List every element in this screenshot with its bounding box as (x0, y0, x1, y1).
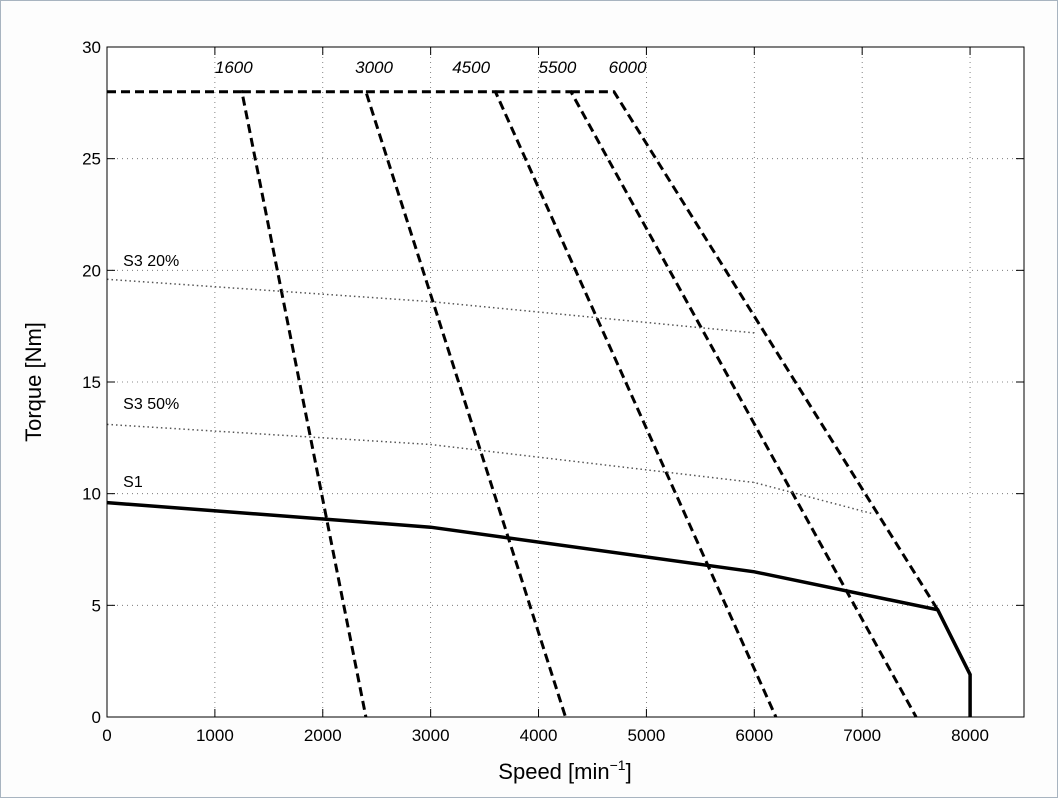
x-tick-label: 6000 (735, 726, 773, 745)
x-tick-label: 8000 (951, 726, 989, 745)
y-tick-label: 0 (92, 708, 101, 727)
y-tick-label: 25 (82, 150, 101, 169)
x-axis-title-exponent: −1 (610, 757, 626, 773)
y-tick-label: 30 (82, 38, 101, 57)
labels: 1600 3000 4500 5500 6000 S1 S3 50% S3 20% (123, 58, 647, 491)
y-tick-label: 5 (92, 596, 101, 615)
x-tick-label: 5000 (627, 726, 665, 745)
x-tick-label: 7000 (843, 726, 881, 745)
x-tick-label: 2000 (304, 726, 342, 745)
curve-label-s3-50: S3 50% (123, 396, 179, 413)
x-tick-label: 4000 (520, 726, 558, 745)
x-tick-label: 3000 (412, 726, 450, 745)
y-tick-label: 20 (82, 261, 101, 280)
curve-s1 (106, 500, 972, 717)
curve-label-s1: S1 (123, 474, 143, 491)
curve-label-s3-20: S3 20% (123, 253, 179, 270)
x-tick-label: 1000 (196, 726, 234, 745)
voltage-line-label-1600: 1600 (215, 58, 253, 77)
curve-s3-20 (106, 278, 755, 334)
x-tick-label: 0 (102, 726, 111, 745)
grid (107, 47, 1024, 717)
y-tick-label: 15 (82, 373, 101, 392)
x-axis-title: Speed [min−1] (498, 757, 631, 784)
curve-s3-50 (106, 423, 874, 515)
voltage-line-label-4500: 4500 (452, 58, 490, 77)
voltage-line-label-5500: 5500 (539, 58, 577, 77)
y-tick-label: 10 (82, 485, 101, 504)
plot-area (107, 47, 1024, 717)
y-axis-title: Torque [Nm] (21, 322, 46, 442)
ticks: 0 1000 2000 3000 4000 5000 6000 7000 8000 0 5 10 15 2… (82, 38, 1024, 745)
voltage-line-6000 (570, 90, 939, 611)
series-layer (106, 90, 972, 718)
voltage-line-label-6000: 6000 (609, 58, 647, 77)
voltage-line-3000 (241, 90, 567, 718)
voltage-line-label-3000: 3000 (355, 58, 393, 77)
